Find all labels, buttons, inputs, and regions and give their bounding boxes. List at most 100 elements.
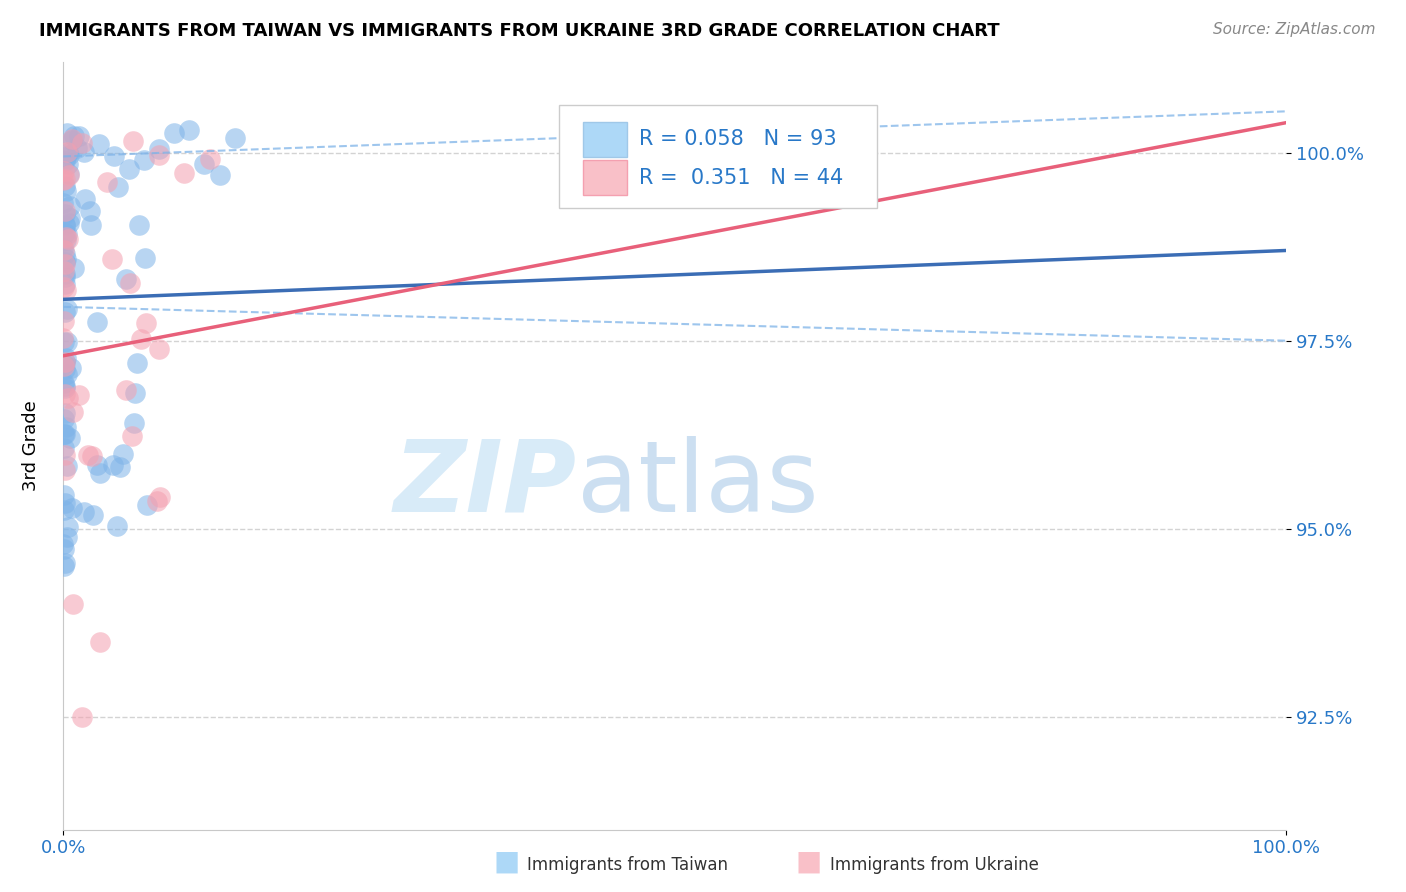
Point	[224, 130, 246, 145]
Point	[82, 508, 104, 523]
Point	[53, 178, 76, 193]
Point	[53, 426, 76, 441]
Point	[56, 391, 79, 405]
Point	[53, 386, 76, 401]
Point	[173, 166, 195, 180]
Point	[53, 503, 76, 517]
Point	[52, 558, 75, 573]
Point	[60, 500, 83, 515]
Point	[56, 334, 79, 349]
Point	[53, 218, 76, 232]
Point	[55, 184, 77, 198]
Point	[86, 315, 108, 329]
Point	[53, 355, 76, 369]
Point	[56, 520, 79, 534]
Point	[146, 494, 169, 508]
Point	[58, 216, 80, 230]
Point	[52, 335, 75, 350]
Point	[56, 302, 79, 317]
Point	[52, 241, 75, 255]
Point	[53, 255, 76, 269]
Point	[122, 134, 145, 148]
Point	[52, 536, 75, 550]
Text: 3rd Grade: 3rd Grade	[22, 401, 39, 491]
Point	[129, 332, 152, 346]
Point	[52, 331, 75, 345]
Point	[53, 256, 76, 270]
Point	[89, 466, 111, 480]
Point	[60, 132, 83, 146]
Point	[70, 136, 93, 150]
Point	[79, 218, 101, 232]
Text: IMMIGRANTS FROM TAIWAN VS IMMIGRANTS FROM UKRAINE 3RD GRADE CORRELATION CHART: IMMIGRANTS FROM TAIWAN VS IMMIGRANTS FRO…	[39, 22, 1000, 40]
Point	[59, 431, 82, 445]
Point	[53, 541, 76, 556]
Point	[118, 276, 141, 290]
Point	[163, 126, 186, 140]
Point	[110, 459, 132, 474]
Point	[53, 218, 76, 232]
Point	[63, 129, 86, 144]
Point	[66, 141, 89, 155]
Point	[53, 154, 76, 169]
Point	[73, 145, 96, 159]
Point	[55, 252, 77, 266]
Point	[89, 136, 111, 151]
Point	[53, 362, 76, 376]
Point	[115, 271, 138, 285]
Point	[62, 597, 84, 611]
Point	[58, 232, 80, 246]
Point	[55, 229, 77, 244]
Point	[55, 354, 77, 368]
Point	[136, 498, 159, 512]
Point	[124, 385, 146, 400]
Text: R =  0.351   N = 44: R = 0.351 N = 44	[640, 168, 844, 187]
Point	[115, 383, 138, 397]
Point	[56, 368, 79, 382]
Point	[127, 356, 149, 370]
Point	[56, 145, 79, 160]
Point	[86, 458, 108, 473]
Point	[118, 162, 141, 177]
Point	[75, 192, 97, 206]
Point	[53, 270, 76, 285]
Point	[53, 412, 76, 426]
Point	[55, 382, 77, 396]
Point	[53, 247, 76, 261]
Point	[193, 157, 215, 171]
Point	[70, 710, 93, 724]
Point	[101, 458, 124, 472]
Point	[53, 427, 76, 442]
Point	[53, 277, 76, 291]
Point	[77, 448, 100, 462]
Point	[53, 172, 76, 186]
FancyBboxPatch shape	[583, 160, 627, 195]
Point	[58, 147, 80, 161]
Point	[134, 252, 156, 266]
FancyBboxPatch shape	[583, 121, 627, 157]
Point	[56, 145, 79, 160]
Point	[198, 153, 221, 167]
Point	[55, 556, 77, 570]
Point	[53, 357, 76, 371]
Point	[55, 351, 77, 365]
Point	[53, 463, 76, 477]
FancyBboxPatch shape	[558, 104, 877, 208]
Text: Immigrants from Taiwan: Immigrants from Taiwan	[527, 856, 728, 874]
Point	[55, 227, 77, 241]
Point	[208, 168, 231, 182]
Point	[53, 448, 76, 462]
Point	[122, 416, 145, 430]
Point	[53, 441, 76, 455]
Text: Immigrants from Ukraine: Immigrants from Ukraine	[830, 856, 1039, 874]
Point	[52, 173, 75, 187]
Point	[55, 420, 77, 434]
Point	[128, 218, 150, 232]
Point	[67, 388, 90, 402]
Point	[53, 379, 76, 393]
Point	[63, 260, 86, 275]
Point	[55, 233, 77, 247]
Point	[53, 243, 76, 257]
Point	[59, 211, 82, 225]
Point	[55, 283, 77, 297]
